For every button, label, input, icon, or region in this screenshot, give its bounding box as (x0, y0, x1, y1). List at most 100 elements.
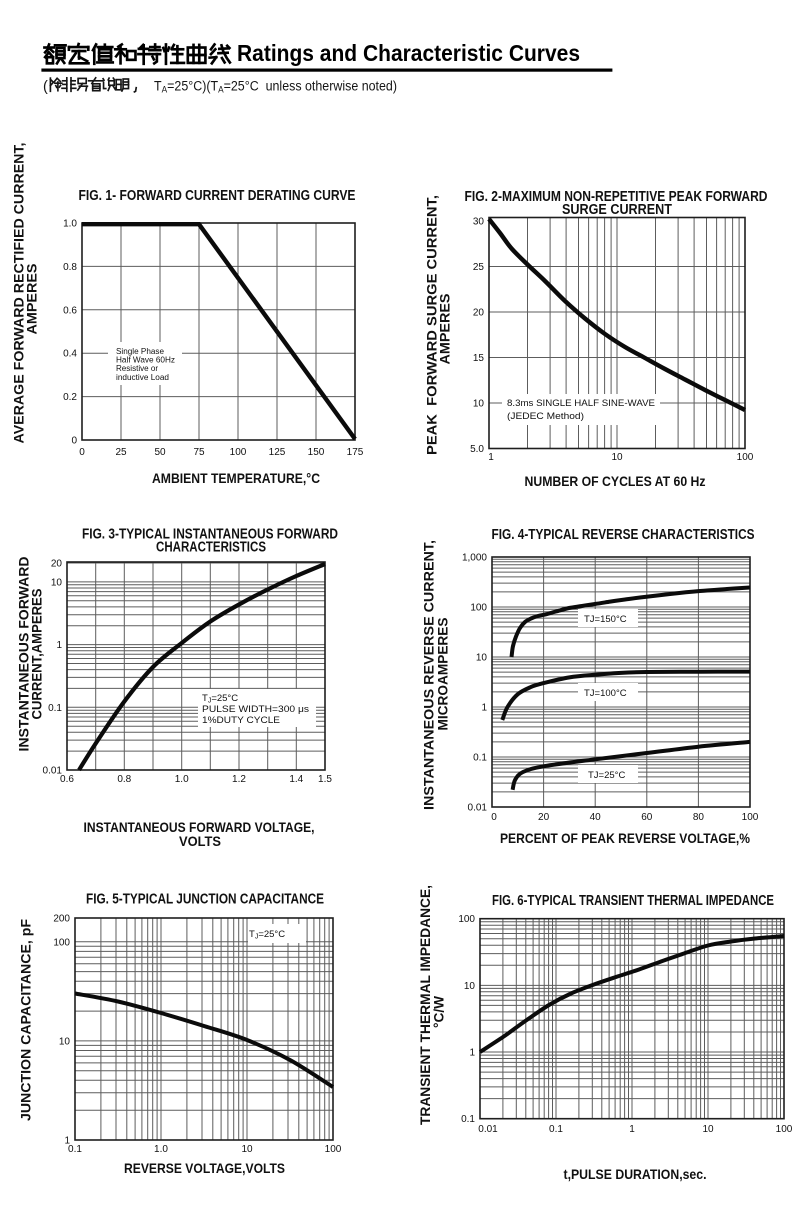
svg-text:10: 10 (51, 577, 63, 588)
svg-text:CHARACTERISTICS: CHARACTERISTICS (156, 540, 266, 556)
svg-text:20: 20 (473, 308, 485, 319)
svg-text:75: 75 (193, 447, 205, 458)
svg-text:AVERAGE FORWARD RECTIFIED CURR: AVERAGE FORWARD RECTIFIED CURRENT, (11, 143, 27, 444)
svg-text:0.01: 0.01 (468, 803, 488, 814)
svg-text:1: 1 (469, 1048, 475, 1059)
svg-text:0.6: 0.6 (63, 305, 77, 316)
svg-text:5.0: 5.0 (470, 444, 484, 455)
svg-text:1.0: 1.0 (154, 1144, 168, 1155)
svg-text:200: 200 (53, 914, 70, 925)
svg-text:1: 1 (481, 703, 487, 714)
svg-text:0.8: 0.8 (63, 262, 77, 273)
svg-text:FIG. 3-TYPICAL INSTANTANEOUS F: FIG. 3-TYPICAL INSTANTANEOUS FORWARD (82, 527, 338, 543)
svg-text:PERCENT OF PEAK REVERSE VOLTAG: PERCENT OF PEAK REVERSE VOLTAGE,% (500, 830, 750, 846)
svg-text:TRANSIENT THERMAL IMPEDANCE,: TRANSIENT THERMAL IMPEDANCE, (417, 885, 433, 1125)
svg-text:1: 1 (629, 1124, 635, 1135)
svg-text:100: 100 (230, 447, 247, 458)
svg-text:PULSE WIDTH=300 μs: PULSE WIDTH=300 μs (202, 704, 309, 715)
svg-text:1: 1 (64, 1136, 70, 1147)
svg-text:10: 10 (464, 981, 476, 992)
svg-text:Ratings and Characteristic Cur: Ratings and Characteristic Curves (237, 40, 580, 66)
svg-text:10: 10 (241, 1144, 253, 1155)
svg-text:SURGE CURRENT: SURGE CURRENT (562, 202, 672, 218)
svg-text:1: 1 (488, 452, 494, 463)
svg-text:10: 10 (59, 1036, 71, 1047)
svg-text:0.1: 0.1 (549, 1124, 563, 1135)
svg-text:CURRENT,AMPERES: CURRENT,AMPERES (29, 589, 45, 720)
svg-text:0: 0 (491, 812, 497, 823)
svg-text:25: 25 (115, 447, 127, 458)
svg-text:30: 30 (473, 217, 485, 228)
svg-text:10: 10 (702, 1124, 714, 1135)
svg-text:15: 15 (473, 353, 485, 364)
svg-text:10: 10 (611, 452, 623, 463)
svg-text:JUNCTION CAPACITANCE, pF: JUNCTION CAPACITANCE, pF (18, 919, 34, 1121)
svg-text:Half Wave 60Hz: Half Wave 60Hz (116, 356, 175, 365)
svg-text:REVERSE VOLTAGE,VOLTS: REVERSE VOLTAGE,VOLTS (124, 1160, 285, 1176)
svg-text:1.0: 1.0 (175, 774, 189, 785)
svg-text:1%DUTY CYCLE: 1%DUTY CYCLE (202, 715, 280, 726)
svg-text:125: 125 (269, 447, 286, 458)
svg-text:INSTANTANEOUS REVERSE CURRENT,: INSTANTANEOUS REVERSE CURRENT, (421, 540, 437, 810)
svg-text:AMPERES: AMPERES (437, 294, 453, 365)
svg-text:NUMBER OF CYCLES AT 60 Hz: NUMBER OF CYCLES AT 60 Hz (525, 473, 706, 489)
svg-text:VOLTS: VOLTS (179, 833, 221, 849)
svg-text:INSTANTANEOUS FORWARD VOLTAGE,: INSTANTANEOUS FORWARD VOLTAGE, (84, 819, 315, 835)
svg-text:t,PULSE DURATION,sec.: t,PULSE DURATION,sec. (564, 1166, 707, 1182)
svg-text:100: 100 (53, 937, 70, 948)
svg-text:0.4: 0.4 (63, 349, 77, 360)
svg-text:AMBIENT TEMPERATURE,°C: AMBIENT TEMPERATURE,°C (152, 470, 320, 486)
svg-text:Single Phase: Single Phase (116, 347, 165, 356)
svg-text:0.8: 0.8 (117, 774, 131, 785)
svg-text:FIG. 4-TYPICAL REVERSE CHARACT: FIG. 4-TYPICAL REVERSE CHARACTERISTICS (492, 527, 755, 543)
svg-text:0.1: 0.1 (473, 753, 487, 764)
svg-text:100: 100 (776, 1124, 793, 1135)
svg-text:100: 100 (470, 603, 487, 614)
svg-text:8.3ms SINGLE HALF SINE-WAVE: 8.3ms SINGLE HALF SINE-WAVE (507, 398, 655, 409)
svg-text:FIG. 6-TYPICAL TRANSIENT THERM: FIG. 6-TYPICAL TRANSIENT THERMAL IMPEDAN… (492, 893, 774, 909)
svg-text:175: 175 (347, 447, 364, 458)
svg-text:1.0: 1.0 (63, 219, 77, 230)
svg-text:150: 150 (308, 447, 325, 458)
svg-text:0.1: 0.1 (68, 1144, 82, 1155)
svg-text:1.2: 1.2 (232, 774, 246, 785)
svg-text:FIG. 5-TYPICAL JUNCTION CAPACI: FIG. 5-TYPICAL JUNCTION CAPACITANCE (86, 892, 324, 908)
svg-text:25: 25 (473, 262, 485, 273)
svg-text:(JEDEC Method): (JEDEC Method) (507, 411, 584, 422)
svg-text:60: 60 (641, 812, 653, 823)
svg-text:10: 10 (476, 653, 488, 664)
svg-text:TJ=100°C: TJ=100°C (584, 688, 627, 699)
svg-text:FIG. 1- FORWARD CURRENT DERATI: FIG. 1- FORWARD CURRENT DERATING CURVE (79, 188, 356, 204)
svg-text:0.1: 0.1 (461, 1114, 475, 1125)
svg-text:MICROAMPERES: MICROAMPERES (435, 618, 451, 731)
svg-text:TJ=25°C: TJ=25°C (588, 770, 625, 781)
svg-text:inductive Load: inductive Load (116, 373, 169, 382)
svg-text:0.6: 0.6 (60, 774, 74, 785)
svg-text:TJ=150°C: TJ=150°C (584, 614, 627, 625)
svg-text:100: 100 (742, 812, 759, 823)
svg-text:100: 100 (737, 452, 754, 463)
svg-text:(: ( (43, 79, 48, 95)
svg-text:100: 100 (458, 914, 475, 925)
svg-text:1.5: 1.5 (318, 774, 332, 785)
svg-text:0.2: 0.2 (63, 392, 77, 403)
svg-text:10: 10 (473, 399, 485, 410)
svg-text:1.4: 1.4 (289, 774, 303, 785)
svg-text:0: 0 (71, 436, 77, 447)
svg-text:FIG. 2-MAXIMUM NON-REPETITIVE: FIG. 2-MAXIMUM NON-REPETITIVE PEAK FORWA… (465, 189, 768, 205)
svg-text:INSTANTANEOUS FORWARD: INSTANTANEOUS FORWARD (16, 557, 32, 752)
svg-text:TJ=25°C: TJ=25°C (202, 693, 238, 705)
svg-text:0.01: 0.01 (478, 1124, 498, 1135)
svg-text:40: 40 (590, 812, 602, 823)
svg-text:AMPERES: AMPERES (24, 264, 40, 335)
svg-text:0.01: 0.01 (43, 766, 63, 777)
svg-text:Resistive or: Resistive or (116, 364, 158, 373)
svg-text:100: 100 (325, 1144, 342, 1155)
svg-text:TJ=25°C: TJ=25°C (249, 929, 285, 941)
svg-text:20: 20 (538, 812, 550, 823)
svg-text:TA=25°C)(TA=25°C unless other: TA=25°C)(TA=25°C unless otherwise noted) (154, 79, 397, 95)
svg-text:1,000: 1,000 (462, 553, 487, 564)
svg-text:PEAK FORWARD SURGE CURRENT,: PEAK FORWARD SURGE CURRENT, (424, 195, 440, 455)
svg-text:0.1: 0.1 (48, 703, 62, 714)
svg-text:0: 0 (79, 447, 85, 458)
